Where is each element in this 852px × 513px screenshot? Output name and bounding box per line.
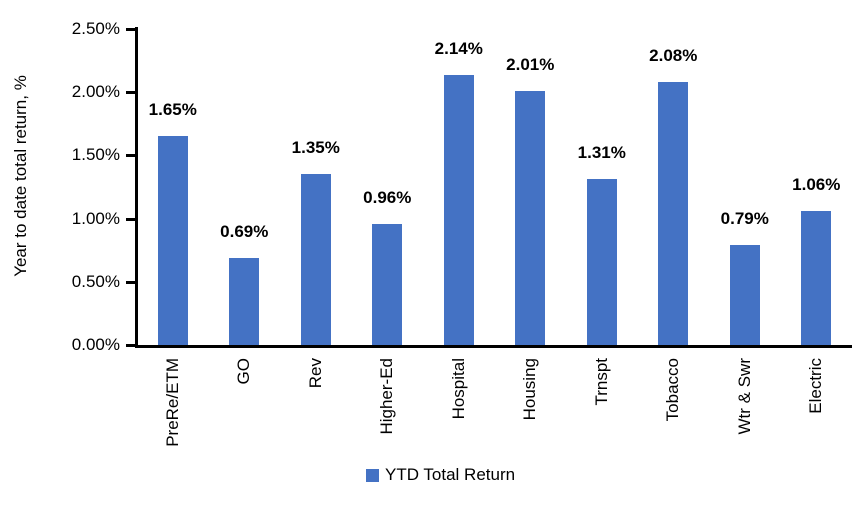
legend-label: YTD Total Return — [385, 465, 516, 484]
bar-value-label: 2.08% — [649, 46, 698, 65]
bar — [586, 179, 617, 345]
bar-value-label: 1.31% — [577, 143, 626, 162]
x-category-label: Higher-Ed — [377, 358, 397, 435]
bar-group: 2.01% — [495, 29, 567, 345]
bar — [229, 258, 260, 345]
x-category-label: PreRe/ETM — [162, 358, 182, 447]
x-category-label: Tobacco — [663, 358, 683, 422]
bar-value-label: 1.06% — [792, 175, 841, 194]
x-category-label: Hospital — [448, 358, 468, 420]
bar — [372, 224, 403, 345]
bar-group: 1.65% — [137, 29, 209, 345]
bar-group: 1.31% — [566, 29, 638, 345]
bar — [515, 91, 546, 345]
y-axis-title: Year to date total return, % — [11, 75, 30, 277]
y-tick-label: 2.00% — [71, 82, 120, 102]
x-category-label: Trnspt — [591, 358, 611, 406]
bar-group: 0.96% — [352, 29, 424, 345]
bar-group: 2.08% — [638, 29, 710, 345]
y-tick-label: 0.00% — [71, 335, 120, 354]
legend-swatch-icon — [366, 468, 379, 482]
y-tick-label: 1.00% — [71, 208, 120, 228]
bar-value-label: 0.69% — [220, 222, 269, 241]
bar-value-label: 1.65% — [148, 100, 197, 119]
bar-value-label: 2.14% — [434, 39, 483, 58]
y-tick-mark — [126, 154, 135, 158]
y-tick-mark — [126, 91, 135, 95]
bar — [729, 245, 760, 345]
bar-value-label: 2.01% — [506, 55, 555, 74]
bar-group: 0.79% — [709, 29, 781, 345]
plot-area: 1.65% 0.69% 1.35% 0.96% 2.14% 2.01% 1.31% 2.08%… — [137, 29, 852, 345]
y-tick-label: 2.50% — [71, 19, 120, 38]
x-category-label: Rev — [305, 358, 325, 389]
y-tick-mark — [126, 28, 135, 31]
bar — [801, 211, 832, 345]
x-category-label: GO — [234, 358, 254, 385]
y-tick-label: 0.50% — [71, 271, 120, 291]
bar — [157, 136, 188, 345]
bar-group: 2.14% — [423, 29, 495, 345]
bar — [658, 82, 689, 345]
x-category-label: Housing — [520, 358, 540, 421]
bar-value-label: 0.79% — [720, 209, 769, 228]
y-tick-mark — [126, 344, 135, 347]
bar-value-label: 0.96% — [363, 188, 412, 207]
bar-group: 1.06% — [781, 29, 852, 345]
bar — [300, 174, 331, 345]
bar-value-label: 1.35% — [291, 138, 340, 157]
bar — [443, 75, 474, 345]
y-axis-line — [135, 27, 138, 348]
bar-group: 1.35% — [280, 29, 352, 345]
x-axis-line — [135, 345, 852, 348]
y-tick-mark — [126, 217, 135, 221]
x-category-label: Wtr & Swr — [734, 358, 754, 435]
bar-group: 0.69% — [209, 29, 281, 345]
legend: YTD Total Return — [366, 465, 515, 485]
y-tick-label: 1.50% — [71, 145, 120, 165]
x-category-label: Electric — [806, 358, 826, 414]
y-tick-mark — [126, 280, 135, 284]
